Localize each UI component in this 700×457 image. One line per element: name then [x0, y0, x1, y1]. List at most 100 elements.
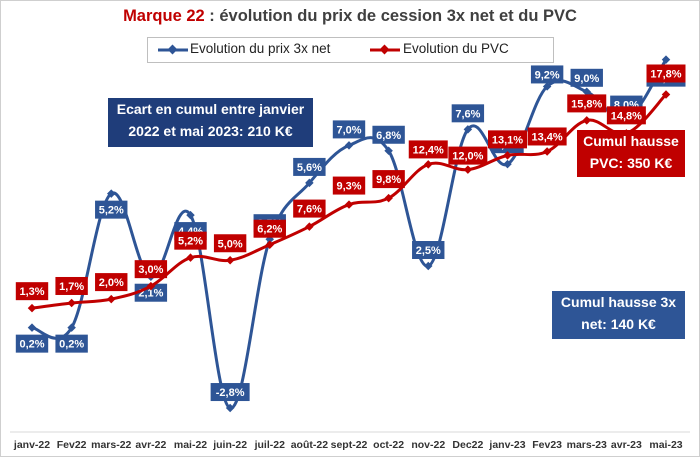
data-point	[265, 240, 274, 249]
data-label: 17,8%	[650, 68, 681, 80]
data-point	[186, 253, 195, 262]
data-label: 13,1%	[492, 134, 523, 146]
data-label: 6,2%	[257, 224, 282, 236]
x-axis-ticks: janv-22 Fev22 mars-22 avr-22 mai-22 juin-22 ju…	[13, 439, 683, 451]
data-label-box	[293, 199, 326, 218]
data-label: 2,0%	[99, 277, 124, 289]
legend-net-marker	[167, 44, 178, 55]
data-point	[384, 193, 393, 203]
data-label: 15,8%	[571, 98, 602, 110]
data-label-box	[332, 176, 366, 195]
data-point	[107, 189, 116, 198]
legend-pvc-label: Evolution du PVC	[403, 41, 509, 56]
data-label: 7,6%	[297, 204, 322, 216]
data-label-box	[95, 273, 128, 292]
cumul-net-line2: net: 140 K€	[581, 316, 656, 332]
data-label-box	[293, 157, 326, 176]
ecart-note-line2: 2022 et mai 2023: 210 K€	[128, 123, 293, 139]
data-point	[424, 160, 433, 169]
data-point	[146, 281, 156, 291]
data-label-box	[15, 334, 49, 353]
data-label-box	[451, 104, 485, 123]
data-label: 5,2%	[178, 236, 203, 248]
data-point	[344, 141, 354, 150]
x-tick-label: mars-23	[567, 439, 607, 451]
cumul-pvc-note: Cumul hausse PVC: 350 K€	[577, 130, 685, 177]
data-point	[107, 294, 116, 304]
data-label: 7,0%	[336, 124, 361, 136]
chart-title: Marque 22 : évolution du prix de cession…	[0, 7, 700, 26]
data-label-box	[55, 334, 88, 353]
data-point	[344, 200, 354, 209]
data-label: 5,6%	[297, 162, 322, 174]
data-point	[305, 222, 314, 231]
data-label-box	[527, 127, 567, 146]
data-point	[67, 323, 76, 332]
data-label: 7,6%	[455, 108, 480, 120]
data-point	[305, 178, 314, 188]
data-label: 12,0%	[452, 151, 483, 163]
data-label-box	[332, 120, 366, 139]
legend-net-label: Evolution du prix 3x net	[190, 41, 331, 56]
data-label-box	[174, 231, 207, 250]
data-label-box	[412, 241, 445, 259]
data-label-box	[210, 383, 250, 402]
data-label: 0,2%	[59, 339, 84, 351]
data-label: 9,0%	[574, 73, 599, 85]
chart-legend: Evolution du prix 3x net Evolution du PV…	[147, 37, 554, 63]
cumul-net-line1: Cumul hausse 3x	[560, 294, 677, 310]
data-label: 9,8%	[376, 174, 401, 186]
ecart-note: Ecart en cumul entre janvier 2022 et mai…	[108, 98, 313, 147]
x-tick-label: Fev22	[57, 439, 87, 451]
data-label: 0,2%	[19, 339, 44, 351]
data-label-box	[55, 276, 88, 295]
x-tick-label: sept-22	[331, 439, 368, 451]
data-label: 1,7%	[59, 281, 84, 293]
data-point	[225, 256, 235, 265]
x-tick-label: mai-22	[174, 439, 207, 451]
x-tick-label: avr-23	[611, 439, 642, 451]
cumul-pvc-line1: Cumul hausse	[583, 133, 679, 149]
data-label-box	[646, 64, 686, 83]
data-label: 2,5%	[416, 245, 441, 257]
x-tick-label: janv-22	[13, 439, 50, 451]
data-label-box	[134, 260, 168, 279]
data-label-box	[213, 234, 247, 253]
data-label: 5,2%	[99, 205, 124, 217]
x-tick-label: janv-23	[488, 439, 525, 451]
data-label: 9,3%	[336, 181, 361, 193]
data-label-box	[15, 282, 49, 301]
data-label-box	[530, 65, 564, 84]
data-label: 6,8%	[376, 130, 401, 142]
data-label: 12,4%	[413, 144, 444, 156]
chart-title-rest: : évolution du prix de cession 3x net et…	[204, 7, 577, 25]
ecart-note-line1: Ecart en cumul entre janvier	[116, 101, 305, 117]
data-point	[463, 165, 473, 174]
data-label: 14,8%	[611, 110, 642, 122]
x-tick-label: mai-23	[649, 439, 682, 451]
data-label-box	[372, 125, 405, 144]
data-point	[27, 303, 37, 313]
data-point	[503, 151, 512, 160]
x-tick-label: Fev23	[532, 439, 562, 451]
data-label: -2,8%	[216, 387, 245, 399]
data-point	[424, 261, 433, 271]
x-tick-label: juil-22	[254, 439, 286, 451]
data-label-box	[570, 68, 603, 87]
data-point	[384, 146, 393, 156]
series-pvc: 1,3% 1,7% 2,0% 3,0% 5,2% 5,0% 6,2% 7,6% 9,3% 9,8%…	[15, 64, 686, 313]
cumul-pvc-line2: PVC: 350 K€	[589, 155, 673, 171]
x-tick-label: avr-22	[135, 439, 166, 451]
data-label-box	[408, 140, 448, 159]
x-tick-label: mars-22	[91, 439, 131, 451]
data-label-box	[95, 200, 128, 219]
data-point	[582, 116, 591, 125]
x-tick-label: juin-22	[212, 439, 247, 451]
data-label-box	[253, 219, 286, 238]
data-label-box	[134, 283, 168, 302]
x-tick-label: août-22	[291, 439, 329, 451]
data-label-box	[372, 170, 405, 189]
data-point	[225, 403, 235, 413]
data-point	[186, 210, 195, 220]
